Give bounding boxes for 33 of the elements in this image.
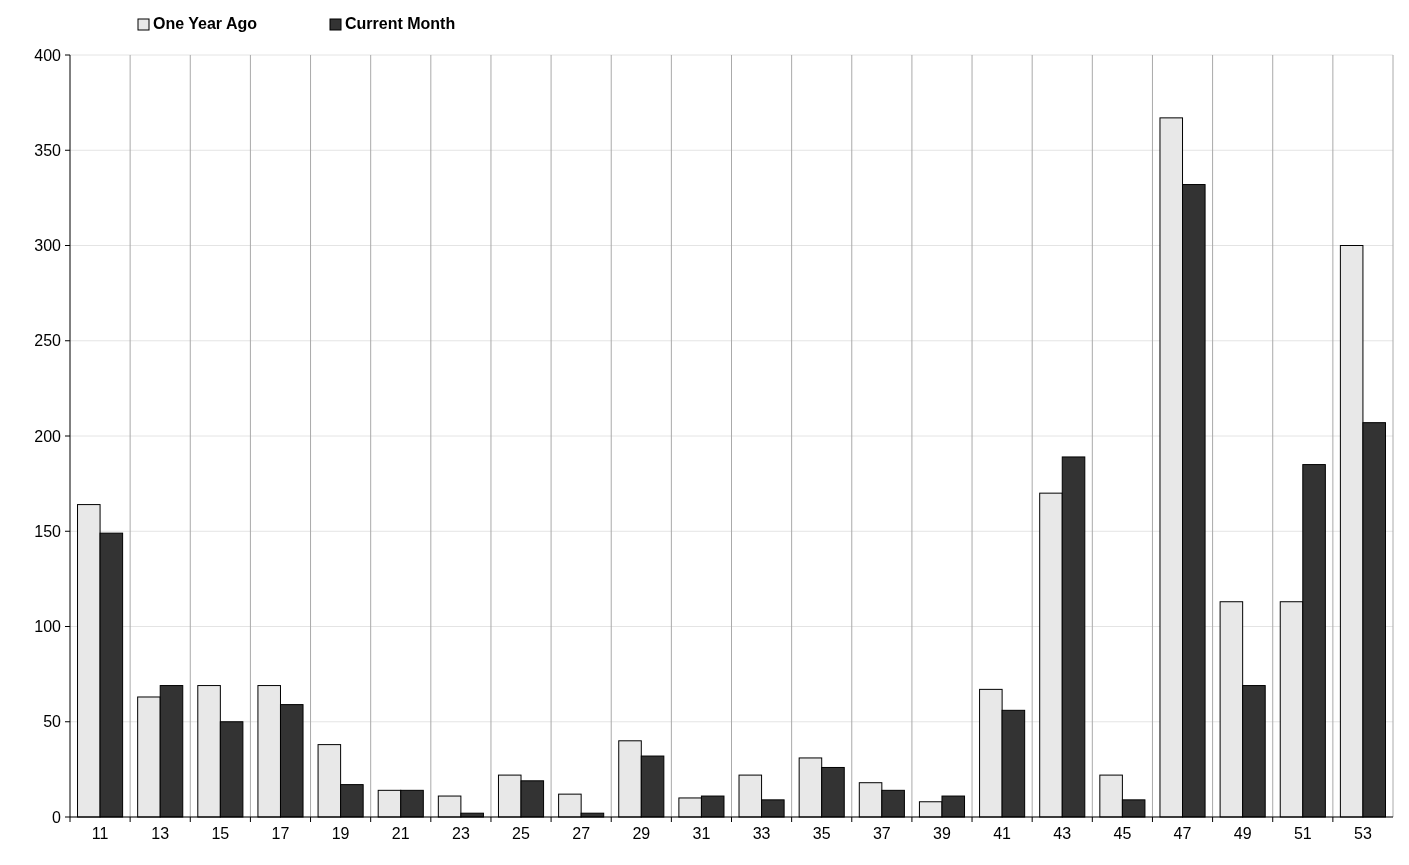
x-tick-label: 29	[632, 825, 651, 842]
y-tick-label: 300	[34, 237, 62, 255]
y-tick-label: 50	[43, 713, 62, 731]
x-tick-label: 13	[151, 825, 170, 842]
x-tick-label: 53	[1354, 825, 1372, 842]
x-tick-label: 15	[211, 825, 230, 842]
x-tick-label: 11	[91, 825, 109, 842]
x-tick-label: 27	[572, 825, 591, 842]
x-tick-label: 33	[752, 825, 771, 842]
x-tick-label: 31	[692, 825, 711, 842]
y-tick-label: 100	[34, 618, 62, 636]
y-tick-label: 250	[34, 332, 62, 350]
legend-label: Current Month	[345, 15, 456, 32]
x-tick-label: 17	[271, 825, 290, 842]
x-tick-label: 37	[872, 825, 891, 842]
x-tick-label: 23	[451, 825, 470, 842]
x-tick-label: 21	[391, 825, 410, 842]
x-tick-label: 45	[1113, 825, 1132, 842]
x-tick-label: 49	[1233, 825, 1252, 842]
x-tick-label: 43	[1053, 825, 1072, 842]
y-tick-label: 0	[52, 808, 62, 826]
x-tick-label: 39	[933, 825, 951, 842]
y-tick-label: 200	[34, 427, 62, 445]
legend-label: One Year Ago	[153, 15, 258, 32]
x-tick-label: 41	[993, 825, 1012, 842]
y-tick-label: 400	[34, 46, 62, 64]
y-tick-label: 350	[34, 141, 62, 159]
x-tick-label: 47	[1173, 825, 1192, 842]
x-tick-label: 35	[812, 825, 831, 842]
x-tick-label: 51	[1293, 825, 1312, 842]
x-tick-label: 25	[512, 825, 531, 842]
y-tick-label: 150	[34, 522, 62, 540]
x-tick-label: 19	[331, 825, 350, 842]
